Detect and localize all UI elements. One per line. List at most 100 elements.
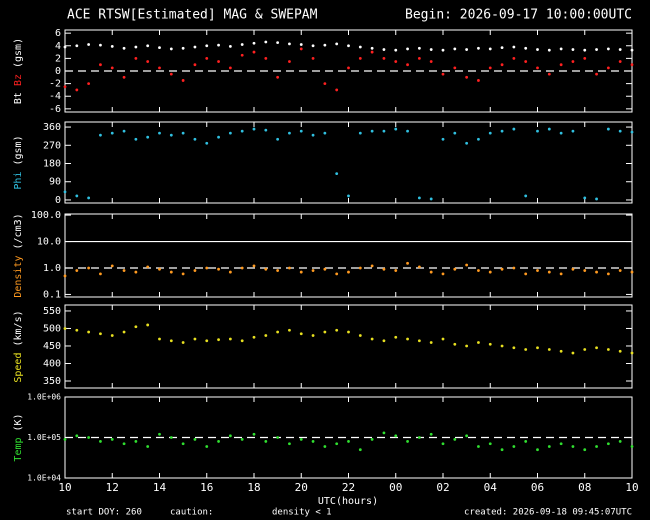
data-point (630, 48, 634, 52)
data-point (453, 47, 457, 51)
data-point (559, 63, 563, 67)
data-point (87, 266, 91, 270)
y-axis-label-part: (gsm) (13, 38, 24, 68)
footer-caution-note: density < 1 (272, 508, 332, 518)
data-point (122, 75, 126, 79)
data-point (606, 348, 610, 351)
footer-created: created: 2026-09-18 09:45:07UTC (464, 508, 632, 518)
data-point (240, 43, 244, 46)
data-point (595, 445, 598, 448)
y-axis-label-part: (/cm3) (13, 213, 24, 249)
data-point (335, 272, 339, 276)
y-tick-label: 2 (55, 53, 61, 64)
data-point (217, 43, 220, 47)
data-point (382, 56, 386, 60)
data-point (524, 272, 528, 276)
data-point (500, 129, 504, 133)
data-point (595, 197, 598, 201)
x-tick-label: 00 (389, 481, 402, 494)
data-point (264, 128, 268, 132)
data-point (547, 48, 551, 52)
data-point (205, 44, 209, 48)
data-point (240, 339, 244, 343)
data-point (181, 341, 185, 344)
data-point (311, 440, 315, 443)
data-point (500, 46, 504, 50)
data-point (524, 440, 528, 443)
data-point (134, 45, 138, 49)
data-point (358, 131, 362, 135)
data-point (193, 437, 197, 441)
data-point (512, 45, 516, 49)
data-point (595, 72, 598, 76)
y-tick-label: 1.0E+04 (27, 474, 61, 483)
data-point (288, 442, 291, 446)
y-axis-label-part: Phi (13, 166, 24, 190)
data-point (181, 131, 185, 135)
data-point (630, 270, 634, 274)
data-point (146, 445, 150, 448)
data-point (406, 440, 409, 443)
y-tick-label: -4 (49, 91, 61, 102)
data-point (547, 348, 551, 351)
data-point (347, 330, 350, 334)
data-point (122, 129, 126, 133)
data-point (500, 448, 504, 452)
data-point (500, 344, 504, 348)
data-point (158, 432, 161, 436)
data-point (193, 45, 197, 49)
data-point (288, 60, 291, 63)
data-point (252, 41, 256, 45)
data-point (169, 47, 173, 51)
data-point (276, 137, 280, 141)
data-point (488, 131, 492, 135)
data-point (288, 42, 291, 46)
data-point (205, 141, 209, 145)
data-point (417, 265, 421, 269)
footer-caution: caution: (170, 508, 213, 518)
data-point (240, 53, 244, 57)
data-point (181, 79, 185, 82)
data-point (559, 47, 563, 51)
data-point (512, 266, 516, 270)
data-point (477, 79, 480, 82)
data-point (193, 137, 197, 141)
data-point (347, 44, 350, 48)
data-point (512, 445, 516, 448)
data-point (75, 194, 79, 198)
data-point (99, 440, 102, 443)
data-point (465, 75, 469, 79)
data-point (630, 445, 634, 448)
data-point (169, 339, 173, 343)
data-point (453, 131, 457, 135)
data-point (288, 328, 291, 332)
data-point (264, 334, 268, 337)
data-point (595, 270, 598, 274)
y-axis-label: Bt Bz (gsm) (13, 38, 24, 104)
y-axis-label: Density (/cm3) (13, 213, 24, 297)
data-point (618, 349, 622, 353)
data-point (583, 448, 587, 452)
data-point (323, 330, 327, 334)
data-point (571, 60, 575, 63)
y-tick-label: 0 (55, 195, 61, 206)
data-point (417, 196, 421, 200)
data-point (288, 266, 291, 270)
data-point (417, 46, 421, 50)
data-point (488, 342, 492, 346)
data-point (406, 63, 409, 67)
data-point (63, 190, 67, 194)
data-point (134, 137, 138, 141)
data-point (217, 440, 220, 443)
data-point (347, 270, 350, 274)
data-point (146, 60, 150, 63)
data-point (465, 263, 469, 267)
data-point (406, 129, 409, 133)
data-point (205, 339, 209, 343)
data-point (134, 56, 138, 60)
y-tick-label: 1.0E+06 (27, 393, 61, 402)
data-point (524, 194, 528, 198)
data-point (406, 337, 409, 341)
data-point (477, 341, 480, 344)
